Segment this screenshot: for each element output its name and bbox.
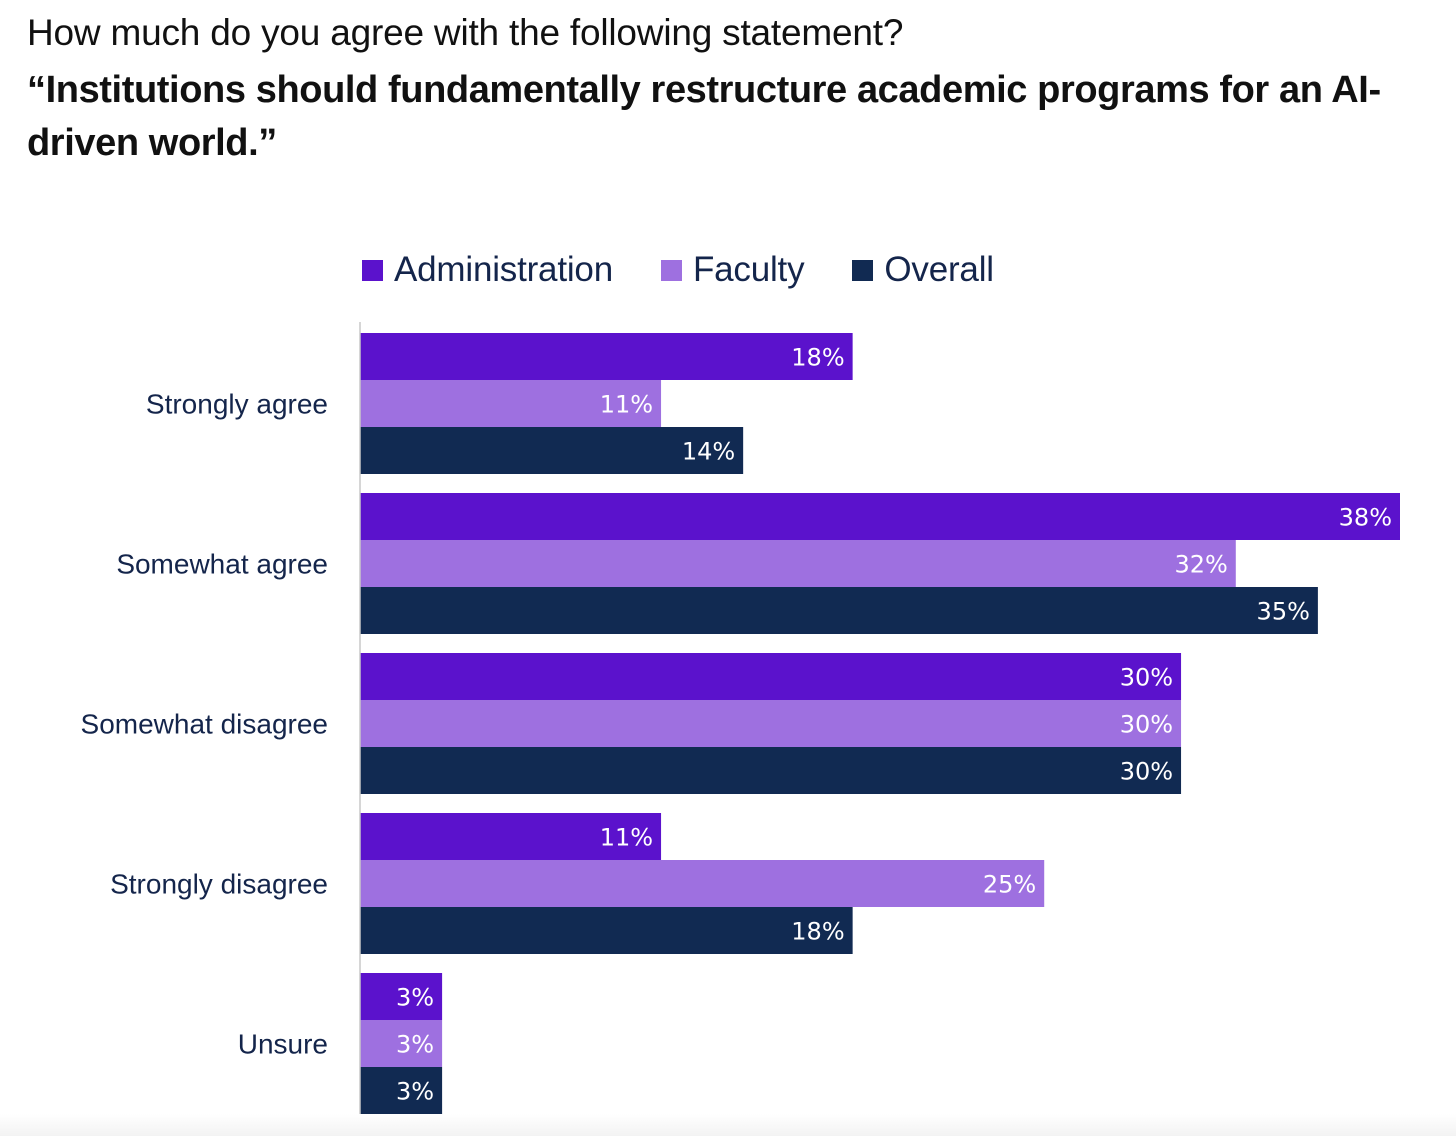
legend-swatch-overall [852, 259, 874, 281]
legend-swatch-faculty [660, 259, 682, 281]
legend-item-overall: Overall [852, 250, 994, 290]
category-label-unsure: Unsure [238, 1029, 328, 1060]
data-label-somewhat-disagree-administration: 30% [1120, 664, 1173, 692]
category-label-strongly-disagree: Strongly disagree [110, 869, 328, 900]
data-label-somewhat-agree-faculty: 32% [1174, 551, 1227, 579]
category-label-strongly-agree: Strongly agree [146, 389, 328, 420]
bar-somewhat-disagree-overall [360, 747, 1182, 794]
bar-strongly-disagree-overall [360, 907, 853, 954]
data-label-strongly-disagree-faculty: 25% [983, 871, 1036, 899]
data-label-unsure-overall: 3% [396, 1078, 434, 1106]
chart-subtitle: How much do you agree with the following… [27, 12, 904, 53]
legend: Administration Faculty Overall [362, 248, 1042, 292]
data-label-strongly-disagree-administration: 11% [600, 824, 653, 852]
data-label-strongly-agree-administration: 18% [791, 344, 844, 372]
bar-strongly-agree-faculty [360, 380, 662, 427]
legend-label-faculty: Faculty [692, 250, 805, 289]
bottom-edge-shade [0, 1114, 1456, 1136]
bar-strongly-agree-overall [360, 427, 744, 474]
category-label-somewhat-agree: Somewhat agree [116, 549, 328, 580]
chart-title: “Institutions should fundamentally restr… [27, 69, 1381, 164]
bar-unsure-overall [360, 1067, 443, 1114]
bar-unsure-faculty [360, 1020, 443, 1067]
legend-label-overall: Overall [884, 250, 994, 289]
data-label-somewhat-agree-administration: 38% [1339, 504, 1392, 532]
data-label-strongly-disagree-overall: 18% [791, 918, 844, 946]
bar-unsure-administration [360, 973, 443, 1020]
data-label-strongly-agree-faculty: 11% [600, 391, 653, 419]
data-label-unsure-faculty: 3% [396, 1031, 434, 1059]
data-label-strongly-agree-overall: 14% [682, 438, 735, 466]
bar-somewhat-disagree-faculty [360, 700, 1182, 747]
category-label-somewhat-disagree: Somewhat disagree [81, 709, 328, 740]
bar-somewhat-agree-overall [360, 587, 1318, 634]
legend-item-administration: Administration [362, 250, 613, 290]
data-label-somewhat-disagree-overall: 30% [1120, 758, 1173, 786]
bar-somewhat-agree-faculty [360, 540, 1236, 587]
bar-strongly-agree-administration [360, 333, 853, 380]
data-label-somewhat-agree-overall: 35% [1257, 598, 1310, 626]
legend-label-administration: Administration [394, 250, 613, 289]
bar-somewhat-disagree-administration [360, 653, 1182, 700]
data-label-somewhat-disagree-faculty: 30% [1120, 711, 1173, 739]
legend-swatch-administration [362, 259, 383, 281]
bar-somewhat-agree-administration [360, 493, 1400, 540]
bar-strongly-disagree-administration [360, 813, 662, 860]
data-label-unsure-administration: 3% [396, 984, 434, 1012]
bar-strongly-disagree-faculty [360, 860, 1045, 907]
legend-item-faculty: Faculty [660, 250, 805, 290]
